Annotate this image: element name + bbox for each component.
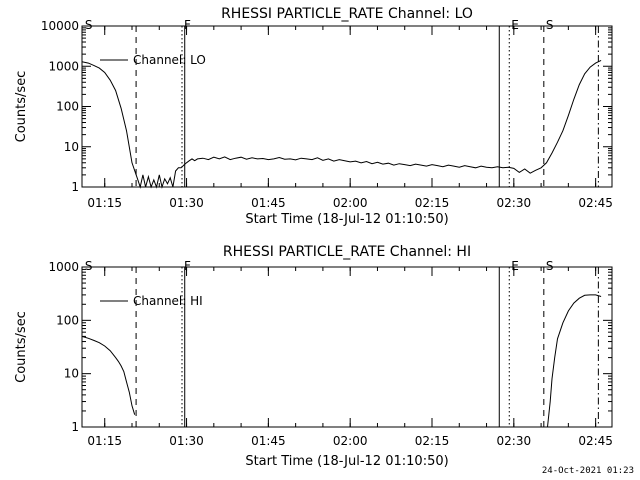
y-tick-label: 10000 bbox=[41, 19, 79, 33]
x-axis-label: Start Time (18-Jul-12 01:10:50) bbox=[245, 212, 448, 227]
event-marker-label: S bbox=[85, 259, 93, 273]
y-tick-label: 100 bbox=[56, 100, 79, 114]
x-tick-label: 01:45 bbox=[251, 434, 286, 448]
x-tick-label: 02:45 bbox=[578, 196, 613, 210]
footer-timestamp: 24-Oct-2021 01:23 bbox=[541, 466, 634, 476]
y-tick-label: 1000 bbox=[48, 59, 79, 73]
series-line bbox=[81, 59, 602, 189]
x-tick-label: 02:15 bbox=[415, 434, 450, 448]
legend-label: Channel: LO bbox=[133, 53, 206, 67]
y-tick-label: 1000 bbox=[48, 260, 79, 274]
event-marker-label: E bbox=[511, 259, 519, 273]
chart-panel-2: RHESSI PARTICLE_RATE Channel: HI 1 10 100 10… bbox=[14, 244, 613, 469]
x-tick-label: 02:00 bbox=[333, 434, 368, 448]
legend-label: Channel: HI bbox=[133, 294, 203, 308]
y-tick-label: 1 bbox=[71, 180, 79, 194]
x-tick-label: 01:45 bbox=[251, 196, 286, 210]
event-marker-label: S bbox=[546, 18, 554, 32]
chart-title: RHESSI PARTICLE_RATE Channel: LO bbox=[221, 6, 473, 22]
x-tick-label: 02:30 bbox=[497, 434, 532, 448]
y-axis-label: Counts/sec bbox=[14, 71, 29, 143]
series-line bbox=[547, 294, 602, 428]
x-tick-label: 02:30 bbox=[497, 196, 532, 210]
plot-frame bbox=[81, 25, 613, 188]
x-tick-label: 01:15 bbox=[87, 434, 122, 448]
x-tick-label: 02:15 bbox=[415, 196, 450, 210]
series-line bbox=[81, 335, 136, 415]
event-marker-label: F bbox=[184, 18, 191, 32]
x-tick-label: 01:30 bbox=[169, 434, 204, 448]
y-tick-label: 10 bbox=[64, 367, 79, 381]
event-marker-label: S bbox=[546, 259, 554, 273]
chart-title: RHESSI PARTICLE_RATE Channel: HI bbox=[223, 244, 471, 260]
event-marker-label: E bbox=[511, 18, 519, 32]
event-marker-label: F bbox=[184, 259, 191, 273]
y-tick-label: 1 bbox=[71, 420, 79, 434]
y-tick-label: 10 bbox=[64, 140, 79, 154]
chart-panel-1: RHESSI PARTICLE_RATE Channel: LO 1 10 100 10… bbox=[14, 6, 613, 227]
y-tick-label: 100 bbox=[56, 313, 79, 327]
plot-frame bbox=[81, 266, 613, 428]
x-tick-label: 02:00 bbox=[333, 196, 368, 210]
x-tick-label: 01:30 bbox=[169, 196, 204, 210]
y-axis-label: Counts/sec bbox=[14, 311, 29, 383]
x-axis-label: Start Time (18-Jul-12 01:10:50) bbox=[245, 454, 448, 469]
x-tick-label: 02:45 bbox=[578, 434, 613, 448]
event-marker-label: S bbox=[85, 18, 93, 32]
x-tick-label: 01:15 bbox=[87, 196, 122, 210]
